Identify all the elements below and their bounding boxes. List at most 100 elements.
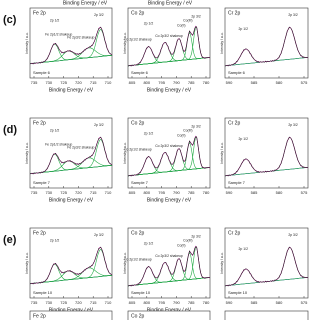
x-tick-label: 725	[60, 80, 67, 85]
peak-label: Fe 2p3/2 shakeup	[67, 145, 94, 149]
x-tick-label: 805	[129, 300, 136, 305]
component-curve	[29, 249, 113, 284]
sample-label: Sample 10	[228, 290, 248, 295]
component-curve	[127, 137, 211, 177]
peak-label: Co 2p1/2 shakeup	[124, 147, 152, 151]
panel-frame	[127, 7, 211, 79]
row-label: (e)	[3, 234, 17, 246]
spectrum	[29, 136, 113, 175]
peak-label: 2p 1/2	[239, 137, 249, 141]
sample-label: Sample 7	[228, 180, 246, 185]
x-tick-label: 575	[301, 300, 308, 305]
x-tick-label: 725	[60, 190, 67, 195]
spectrum	[127, 136, 211, 177]
peak-label: Co(III)	[183, 238, 192, 242]
x-tick-label: 715	[90, 300, 97, 305]
axis-title: Binding Energy / eV	[63, 0, 108, 6]
y-axis-title: Intensity / a.u.	[220, 252, 224, 273]
x-tick-label: 590	[226, 300, 233, 305]
x-tick-label: 730	[45, 80, 52, 85]
x-tick-label: 795	[158, 300, 165, 305]
x-tick-label: 580	[276, 190, 283, 195]
axis-title: Binding Energy / eV	[147, 197, 192, 203]
x-tick-label: 780	[203, 80, 210, 85]
sample-label: Sample 6	[33, 70, 51, 75]
x-tick-label: 795	[158, 190, 165, 195]
spectrum	[224, 246, 309, 287]
peak-label: 2p 3/2	[94, 123, 104, 127]
x-tick-label: 710	[105, 300, 112, 305]
component-curve	[29, 139, 113, 174]
peak-label: 2p 1/2	[50, 128, 60, 132]
y-axis-title: Intensity / a.u.	[25, 32, 29, 53]
x-tick-label: 800	[143, 80, 150, 85]
x-tick-label: 585	[251, 80, 258, 85]
x-tick-label: 575	[301, 80, 308, 85]
panel-frame	[224, 310, 309, 320]
x-tick-label: 575	[301, 190, 308, 195]
panel-title: Fe 2p	[33, 10, 46, 16]
peak-label: Co 2p3/2 shakeup	[155, 144, 183, 148]
x-tick-label: 800	[143, 300, 150, 305]
panel-frame	[29, 7, 113, 79]
panel-title: Cr 2p	[228, 10, 240, 16]
peak-label: Co(III)	[183, 18, 192, 22]
sample-label: Sample 6	[131, 70, 149, 75]
x-tick-label: 585	[251, 190, 258, 195]
peak-label: Co(II)	[177, 23, 185, 27]
panel-title: Fe 2p	[33, 230, 46, 236]
peak-label: Co(II)	[177, 243, 185, 247]
y-axis-title: Intensity / a.u.	[123, 142, 127, 163]
x-tick-label: 710	[105, 190, 112, 195]
peak-label: Co(II)	[177, 133, 185, 137]
component-curve	[127, 27, 211, 67]
x-tick-label: 795	[158, 80, 165, 85]
peak-label: Co 2p1/2 shakeup	[124, 257, 152, 261]
x-tick-label: 730	[45, 300, 52, 305]
x-tick-label: 805	[129, 190, 136, 195]
axis-title: Binding Energy / eV	[49, 307, 94, 313]
x-tick-label: 580	[276, 300, 283, 305]
panel-title: Co 2p	[131, 313, 145, 319]
x-tick-label: 720	[75, 80, 82, 85]
x-tick-label: 720	[75, 300, 82, 305]
peak-label: 2p 1/2	[144, 21, 154, 25]
panel-title: Cr 2p	[228, 120, 240, 126]
row-label: (c)	[3, 14, 17, 26]
peak-label: 2p 3/2	[94, 13, 104, 17]
x-tick-label: 785	[188, 80, 195, 85]
x-tick-label: 590	[226, 190, 233, 195]
y-axis-title: Intensity / a.u.	[123, 252, 127, 273]
sample-label: Sample 7	[131, 180, 149, 185]
panel-frame	[29, 310, 113, 320]
peak-label: 2p 1/2	[144, 131, 154, 135]
panel-frame	[29, 227, 113, 299]
x-tick-label: 785	[188, 300, 195, 305]
axis-title: Binding Energy / eV	[147, 307, 192, 313]
y-axis-title: Intensity / a.u.	[123, 32, 127, 53]
spectrum	[127, 246, 211, 287]
y-axis-title: Intensity / a.u.	[25, 252, 29, 273]
x-tick-label: 585	[251, 300, 258, 305]
x-tick-label: 715	[90, 80, 97, 85]
peak-label: 2p 3/2	[191, 124, 201, 128]
sample-label: Sample 6	[228, 70, 246, 75]
peak-label: 2p 1/2	[239, 247, 249, 251]
axis-title: Binding Energy / eV	[147, 87, 192, 93]
peak-label: Co 2p3/2 shakeup	[155, 254, 183, 258]
row-label: (d)	[3, 124, 17, 136]
panel-title: Fe 2p	[33, 120, 46, 126]
spectrum	[127, 26, 211, 67]
panel-title: Co 2p	[131, 120, 145, 126]
panel-frame	[127, 310, 211, 320]
panel-title: Cr 2p	[228, 230, 240, 236]
axis-title: Binding Energy / eV	[49, 87, 94, 93]
peak-label: 2p 3/2	[191, 234, 201, 238]
peak-label: 2p 1/2	[50, 18, 60, 22]
x-tick-label: 710	[105, 80, 112, 85]
x-tick-label: 735	[31, 300, 38, 305]
peak-label: Co 2p1/2 shakeup	[124, 37, 152, 41]
x-tick-label: 790	[173, 80, 180, 85]
panel-title: Fe 2p	[33, 313, 46, 319]
